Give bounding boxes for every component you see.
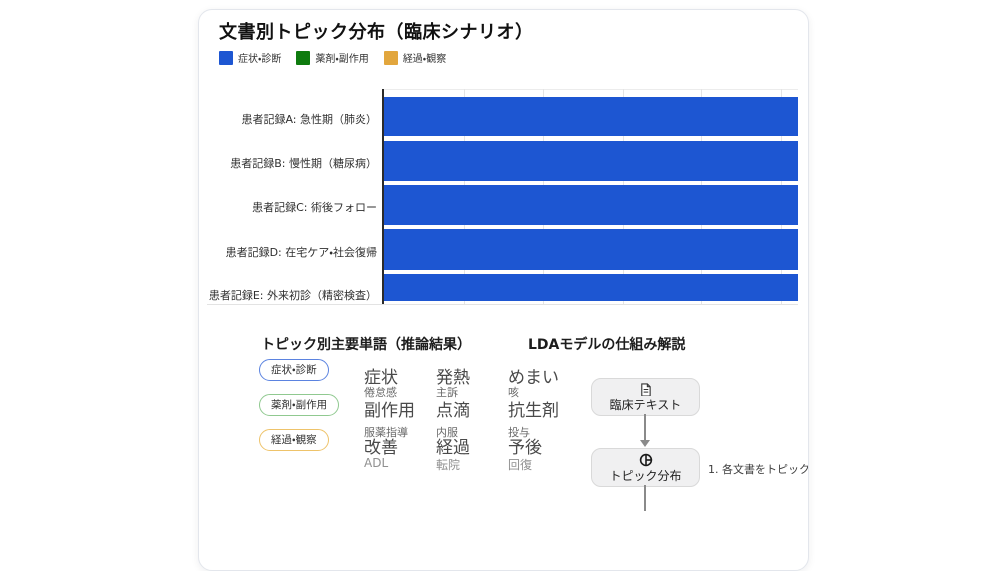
y-axis-label: 患者記録B: 慢性期（糖尿病） — [230, 157, 377, 170]
topic-chip-progress: 経過・観察 — [259, 429, 329, 451]
dashboard-card: 文書別トピック分布（臨床シナリオ） 症状・診断 薬剤・副作用 経過・観察 患者記… — [198, 9, 809, 571]
lda-diagram-title: LDAモデルの仕組み解説 — [528, 337, 686, 353]
topic-word: 副作用 — [364, 401, 415, 421]
bar-record-d — [383, 229, 798, 270]
diagram-arrow-line — [644, 485, 646, 511]
pie-chart-icon — [639, 453, 652, 467]
topic-words-title: トピック別主要単語（推論結果） — [261, 337, 471, 353]
legend-swatch-blue-icon — [219, 50, 233, 65]
legend-label: 症状・診断 — [238, 54, 282, 65]
topic-word: 改善 — [364, 438, 398, 458]
bar-record-e — [383, 274, 798, 301]
topic-word: 点滴 — [436, 401, 470, 421]
diagram-node-topic-distribution: トピック分布 — [591, 448, 700, 487]
y-axis-label: 患者記録D: 在宅ケア・社会復帰 — [225, 246, 377, 259]
bar-record-c — [383, 185, 798, 225]
topic-word: 転院 — [436, 458, 461, 472]
topic-word: 咳 — [508, 386, 519, 399]
y-axis-line — [382, 89, 384, 305]
document-icon — [641, 383, 651, 396]
page-title: 文書別トピック分布（臨床シナリオ） — [219, 22, 534, 43]
topic-word: ADL — [364, 456, 389, 470]
legend-item-progress[interactable]: 経過・観察 — [383, 50, 447, 65]
topic-word: 投与 — [508, 426, 530, 439]
diagram-node-clinical-text: 臨床テキスト — [591, 378, 700, 416]
topic-word: 抗生剤 — [508, 401, 559, 421]
legend-label: 経過・観察 — [402, 54, 447, 65]
diagram-node-label: 臨床テキスト — [609, 398, 682, 412]
legend-swatch-green-icon — [296, 50, 311, 65]
legend-swatch-orange-icon — [383, 50, 398, 65]
bar-record-b — [383, 141, 798, 181]
legend-label: 薬剤・副作用 — [315, 54, 369, 65]
y-axis-label: 患者記録A: 急性期（肺炎） — [241, 113, 377, 126]
topic-word: 倦怠感 — [364, 386, 397, 399]
topic-word: 回復 — [508, 458, 533, 472]
bar-record-a — [383, 97, 798, 136]
topic-word: 症状 — [364, 368, 398, 388]
legend-item-symptoms[interactable]: 症状・診断 — [219, 50, 281, 65]
topic-word: めまい — [508, 368, 559, 388]
topic-chip-medication: 薬剤・副作用 — [259, 394, 340, 416]
legend-item-medication[interactable]: 薬剤・副作用 — [296, 50, 369, 65]
topic-word: 服薬指導 — [364, 426, 408, 439]
plot-top-border — [383, 89, 798, 90]
y-axis-label: 患者記録C: 術後フォロー — [252, 201, 377, 214]
topic-word: 主訴 — [436, 386, 458, 399]
topic-word: 内服 — [436, 426, 458, 439]
topic-chip-symptoms: 症状・診断 — [259, 359, 329, 381]
chart-bottom-divider — [207, 304, 798, 305]
arrow-down-icon — [640, 440, 650, 447]
topic-word: 発熱 — [436, 368, 470, 388]
diagram-arrow-line — [644, 414, 646, 440]
topic-word: 予後 — [508, 438, 542, 458]
diagram-node-label: トピック分布 — [609, 469, 682, 483]
topic-word: 経過 — [436, 438, 470, 458]
y-axis-label: 患者記録E: 外来初診（精密検査） — [208, 289, 377, 302]
diagram-step-note: 1. 各文書をトピック — [708, 463, 809, 476]
chart-legend: 症状・診断 薬剤・副作用 経過・観察 — [219, 50, 446, 65]
